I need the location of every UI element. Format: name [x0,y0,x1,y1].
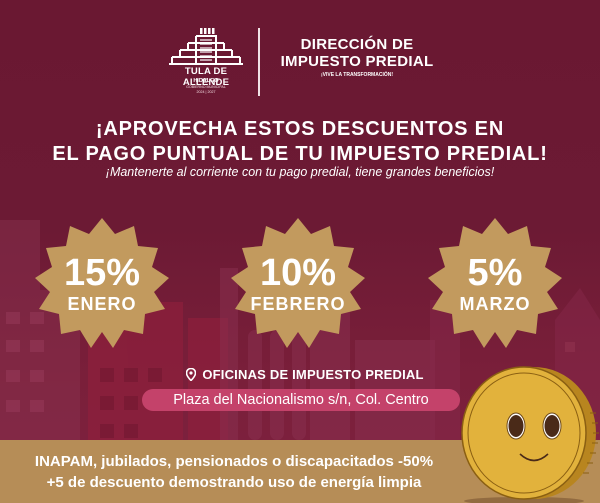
logo-government-label: GOBIERNO MUNICIPAL [186,85,226,89]
discount-badge-march: 5% MARZO [420,210,570,360]
department-title: DIRECCIÓN DE IMPUESTO PREDIAL [272,36,442,70]
footer-clean-energy-discount: +5 de descuento demostrando uso de energ… [46,474,422,491]
header: TULA DE ALLENDE HIDALGO GOBIERNO MUNICIP… [0,22,600,100]
discount-badge-february: 10% FEBRERO [223,210,373,360]
header-divider [258,28,260,96]
department-slogan: ¡VIVE LA TRANSFORMACIÓN! [320,72,394,78]
office-location: OFICINAS DE IMPUESTO PREDIAL [150,367,460,384]
smiling-coin-icon [461,366,599,503]
starburst-icon [231,218,365,348]
footer-senior-discount: INAPAM, jubilados, pensionados o discapa… [34,453,434,470]
office-address: Plaza del Nacionalismo s/n, Col. Centro [142,389,460,411]
discount-month: FEBRERO [250,294,346,314]
discount-badge-january: 15% ENERO [27,210,177,360]
map-pin-icon [186,367,197,384]
department-title-line1: DIRECCIÓN DE [300,36,414,53]
starburst-icon [35,218,169,348]
subheadline: ¡Mantenerte al corriente con tu pago pre… [105,165,495,179]
discount-percent: 5% [467,252,523,294]
headline-line1: ¡APROVECHA ESTOS DESCUENTOS EN [95,118,505,140]
headline: ¡APROVECHA ESTOS DESCUENTOS EN EL PAGO P… [0,117,600,167]
department-title-line2: IMPUESTO PREDIAL [280,53,434,70]
municipality-logo: TULA DE ALLENDE HIDALGO GOBIERNO MUNICIP… [162,26,250,96]
starburst-icon [428,218,562,348]
logo-municipality-name: TULA DE ALLENDE [182,66,230,88]
office-title: OFICINAS DE IMPUESTO PREDIAL [202,367,424,382]
discount-month: ENERO [67,294,137,314]
headline-line2: EL PAGO PUNTUAL DE TU IMPUESTO PREDIAL! [52,143,548,165]
logo-state-name: HIDALGO [193,78,219,84]
discount-percent: 15% [63,252,141,294]
discount-month: MARZO [459,294,531,314]
logo-years: 2024 | 2027 [196,90,216,94]
pyramid-icon [169,28,243,65]
discount-percent: 10% [259,252,337,294]
